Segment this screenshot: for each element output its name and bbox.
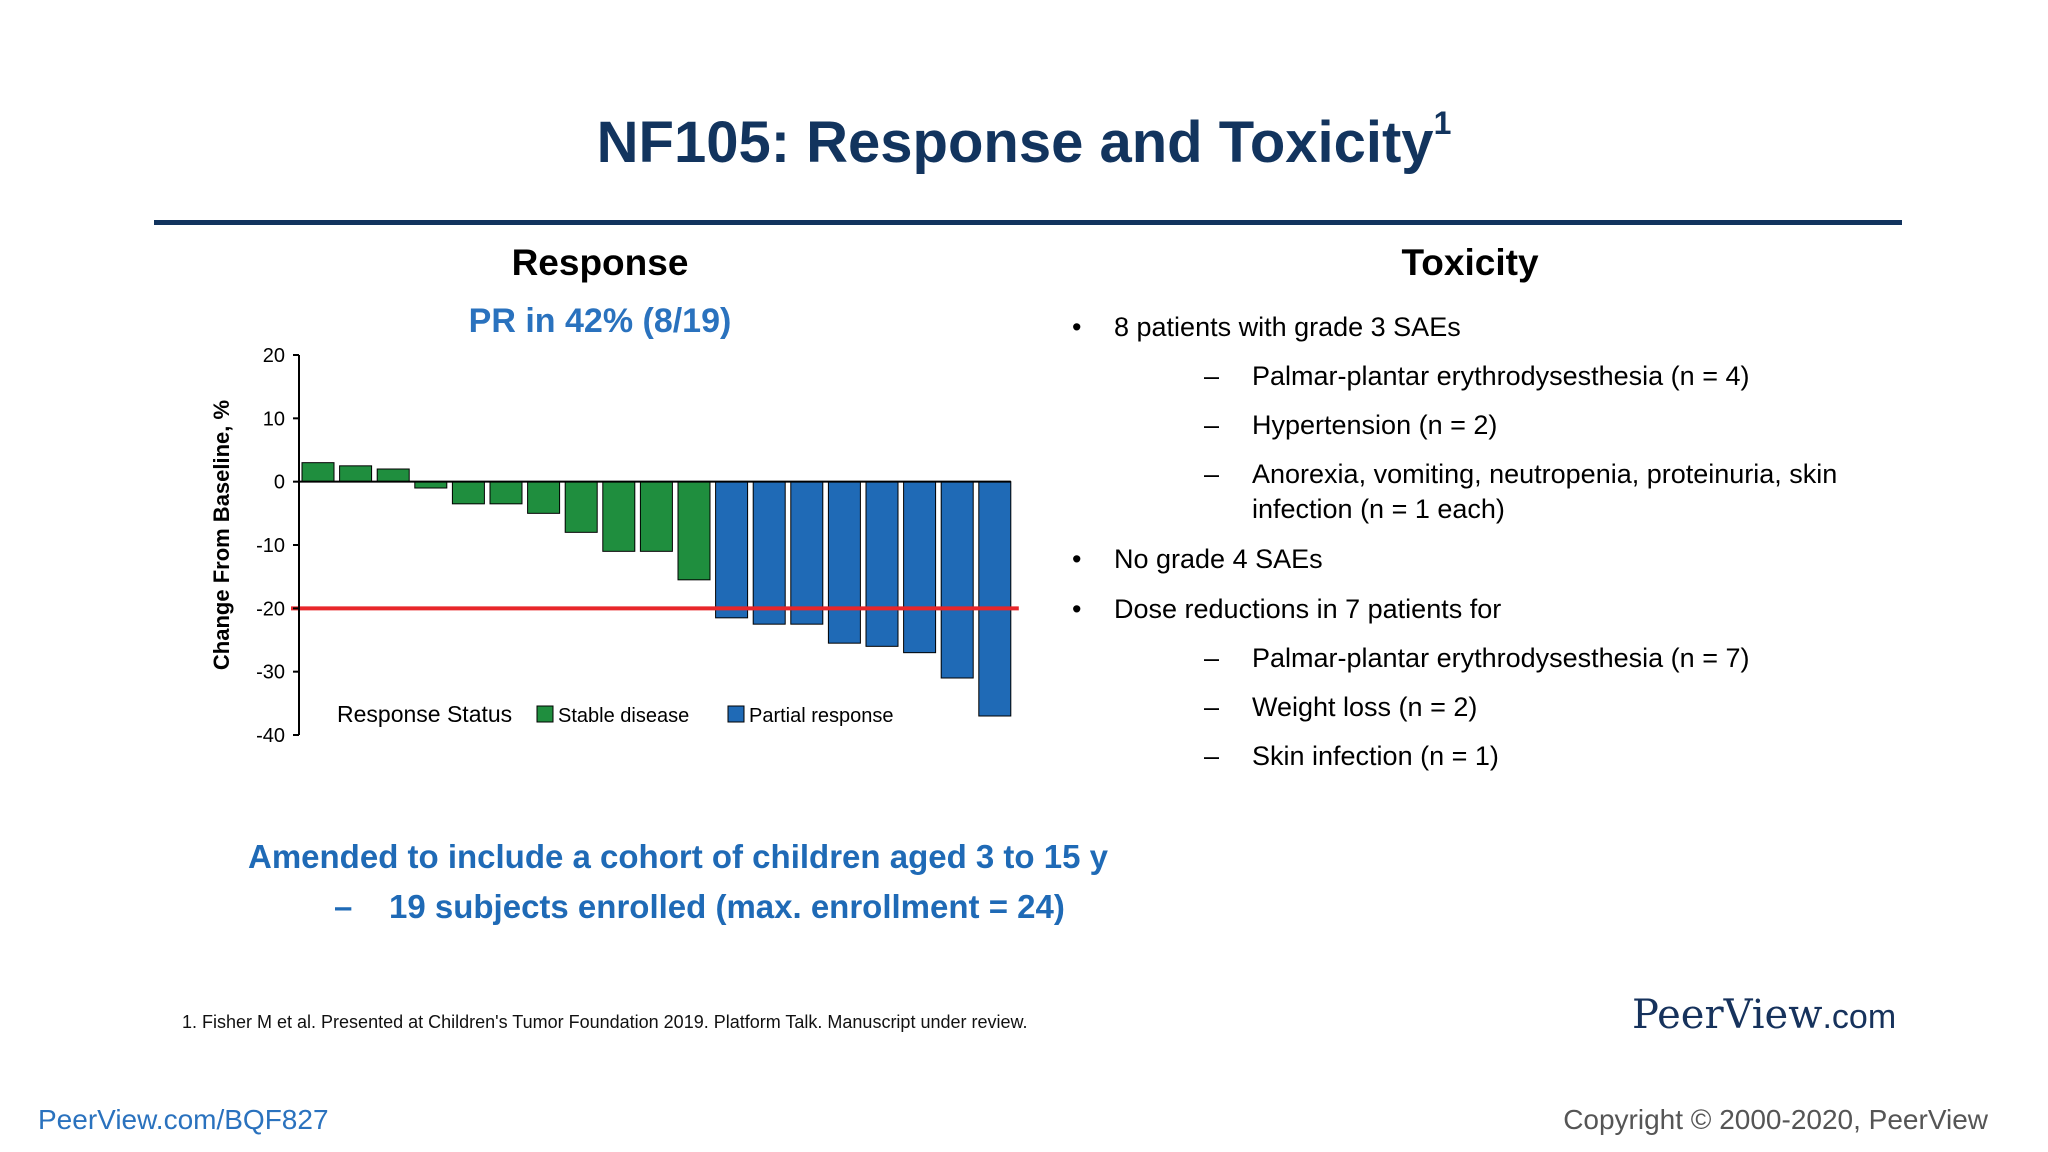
toxicity-item: 8 patients with grade 3 SAEs Palmar-plan… [1064, 302, 1964, 534]
title-divider [154, 220, 1902, 225]
bar-partial-response [827, 481, 861, 644]
bar-stable-disease [639, 481, 673, 552]
y-tick-label: -40 [256, 725, 285, 747]
bar-stable-disease [451, 481, 485, 505]
y-axis-ticks: 20 10 0 -10 -20 -30 -40 [256, 345, 299, 747]
bar-stable-disease [489, 481, 523, 505]
bar-partial-response [940, 481, 974, 679]
toxicity-heading: Toxicity [1401, 242, 1539, 283]
bar-stable-disease [564, 481, 598, 533]
toxicity-item-text: Dose reductions in 7 patients for [1114, 594, 1502, 624]
legend-swatch-stable-disease [536, 705, 554, 723]
toxicity-subitem: Skin infection (n = 1) [1114, 732, 1964, 781]
footnote: 1. Fisher M et al. Presented at Children… [182, 1012, 1028, 1032]
toxicity-subitem: Weight loss (n = 2) [1114, 683, 1964, 732]
y-tick-label: 0 [274, 472, 285, 494]
toxicity-item-text: 8 patients with grade 3 SAEs [1114, 312, 1461, 342]
y-axis-label: Change From Baseline, % [209, 400, 234, 670]
y-tick-label: 10 [263, 408, 285, 430]
legend-title: Response Status [337, 701, 512, 727]
bar-partial-response [903, 481, 937, 654]
legend-label-stable-disease: Stable disease [558, 705, 689, 727]
brand-suffix: .com [1822, 998, 1897, 1036]
toxicity-subitem: Hypertension (n = 2) [1114, 401, 1964, 450]
waterfall-chart: 20 10 0 -10 -20 -30 -40 Change From Baseline, … [209, 345, 1019, 747]
toxicity-subitem: Palmar-plantar erythrodysesthesia (n = 7… [1114, 634, 1964, 683]
legend-swatch-partial-response [727, 705, 745, 723]
bar-partial-response [865, 481, 899, 647]
cohort-dash: – [334, 888, 353, 925]
toxicity-subitem: Anorexia, vomiting, neutropenia, protein… [1114, 450, 1872, 534]
chart-legend: Response Status Stable disease Partial r… [337, 701, 894, 727]
slide-title-text: NF105: Response and Toxicity [596, 110, 1434, 175]
legend-label-partial-response: Partial response [749, 705, 894, 727]
bar-stable-disease [376, 468, 410, 483]
peerview-logo: PeerView.com [1632, 992, 1896, 1038]
response-summary: PR in 42% (8/19) [468, 302, 732, 340]
title-footnote-marker: 1 [1433, 105, 1452, 141]
toxicity-item: No grade 4 SAEs [1064, 534, 1964, 584]
bar-stable-disease [527, 481, 561, 514]
toxicity-subitem: Palmar-plantar erythrodysesthesia (n = 4… [1114, 352, 1964, 401]
toxicity-sublist: Palmar-plantar erythrodysesthesia (n = 4… [1114, 352, 1964, 534]
cohort-subpoint: – 19 subjects enrolled (max. enrollment … [248, 882, 1108, 932]
y-tick-label: -30 [256, 662, 285, 684]
toxicity-list: 8 patients with grade 3 SAEs Palmar-plan… [1064, 302, 1964, 781]
toxicity-item: Dose reductions in 7 patients for Palmar… [1064, 584, 1964, 781]
footer-link[interactable]: PeerView.com/BQF827 [38, 1104, 329, 1135]
brand-name: PeerView [1632, 992, 1823, 1038]
bar-stable-disease [602, 481, 636, 552]
bar-stable-disease [301, 462, 335, 483]
y-tick-label: 20 [263, 345, 285, 367]
toxicity-item-text: No grade 4 SAEs [1114, 544, 1323, 574]
toxicity-sublist: Palmar-plantar erythrodysesthesia (n = 7… [1114, 634, 1964, 781]
bar-partial-response [715, 481, 749, 619]
copyright-notice: Copyright © 2000-2020, PeerView [1563, 1104, 1988, 1135]
bar-stable-disease [677, 481, 711, 581]
y-tick-label: -10 [256, 535, 285, 557]
bar-partial-response [752, 481, 786, 625]
cohort-note: Amended to include a cohort of children … [248, 832, 1108, 932]
chart-bars [299, 462, 1012, 717]
cohort-line-1: Amended to include a cohort of children … [248, 838, 1108, 875]
slide-title: NF105: Response and Toxicity1 [0, 105, 2048, 178]
response-heading: Response [511, 242, 689, 283]
y-tick-label: -20 [256, 598, 285, 620]
bar-partial-response [790, 481, 824, 625]
bar-partial-response [978, 481, 1012, 717]
cohort-line-2: 19 subjects enrolled (max. enrollment = … [389, 888, 1065, 925]
bar-stable-disease [339, 465, 373, 483]
